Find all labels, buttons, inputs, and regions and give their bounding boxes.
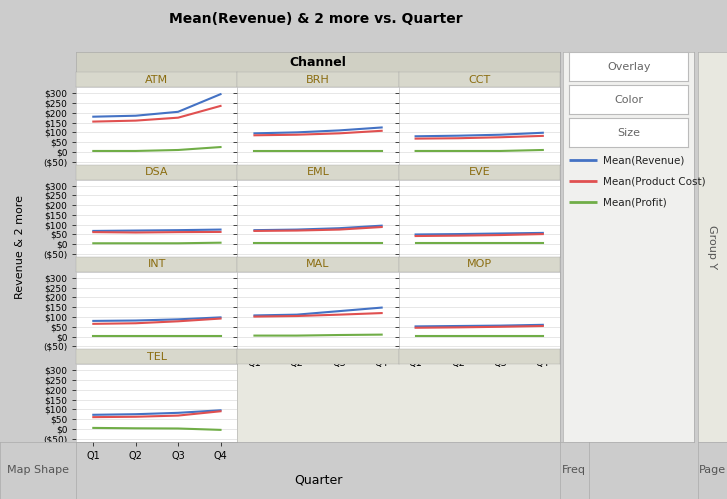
Text: EVE: EVE: [468, 167, 490, 177]
Text: Page: Page: [699, 465, 726, 476]
Text: Channel: Channel: [289, 56, 347, 69]
Text: Group Y: Group Y: [707, 225, 718, 269]
Text: Freq: Freq: [562, 465, 587, 476]
Text: ATM: ATM: [145, 75, 169, 85]
Text: Color: Color: [614, 95, 643, 105]
Text: Mean(Product Cost): Mean(Product Cost): [603, 176, 705, 186]
Text: INT: INT: [148, 259, 166, 269]
Text: Overlay: Overlay: [607, 62, 651, 72]
Text: EML: EML: [307, 167, 329, 177]
Text: Revenue & 2 more: Revenue & 2 more: [15, 195, 25, 299]
Text: Mean(Profit): Mean(Profit): [603, 197, 667, 207]
Text: Map Shape: Map Shape: [7, 465, 69, 476]
Text: Quarter: Quarter: [294, 474, 342, 487]
Text: BRH: BRH: [306, 75, 330, 85]
Text: TEL: TEL: [147, 352, 167, 362]
Text: CCT: CCT: [468, 75, 490, 85]
Text: Size: Size: [617, 128, 640, 138]
Text: DSA: DSA: [145, 167, 169, 177]
Text: MOP: MOP: [467, 259, 491, 269]
Text: Mean(Revenue): Mean(Revenue): [603, 155, 684, 165]
Text: Mean(Revenue) & 2 more vs. Quarter: Mean(Revenue) & 2 more vs. Quarter: [169, 12, 463, 26]
Text: MAL: MAL: [306, 259, 330, 269]
